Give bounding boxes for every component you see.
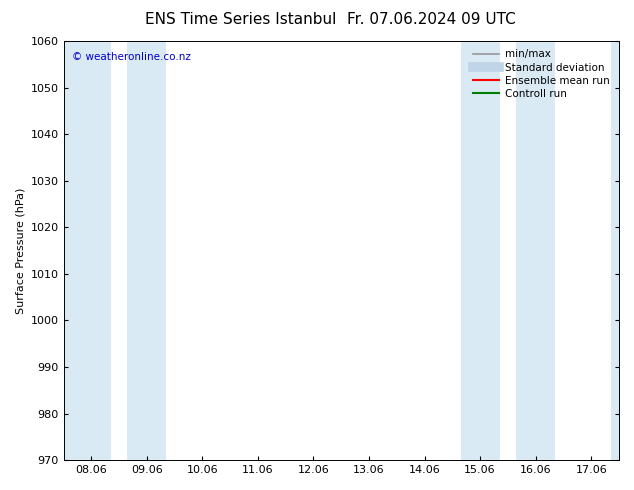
Bar bbox=[611, 41, 619, 460]
Bar bbox=[72, 41, 111, 460]
Text: © weatheronline.co.nz: © weatheronline.co.nz bbox=[72, 51, 191, 62]
Bar bbox=[516, 41, 555, 460]
Y-axis label: Surface Pressure (hPa): Surface Pressure (hPa) bbox=[15, 187, 25, 314]
Legend: min/max, Standard deviation, Ensemble mean run, Controll run: min/max, Standard deviation, Ensemble me… bbox=[469, 45, 614, 103]
Bar bbox=[63, 41, 83, 460]
Text: ENS Time Series Istanbul: ENS Time Series Istanbul bbox=[145, 12, 337, 27]
Bar bbox=[461, 41, 500, 460]
Text: Fr. 07.06.2024 09 UTC: Fr. 07.06.2024 09 UTC bbox=[347, 12, 515, 27]
Bar bbox=[127, 41, 166, 460]
